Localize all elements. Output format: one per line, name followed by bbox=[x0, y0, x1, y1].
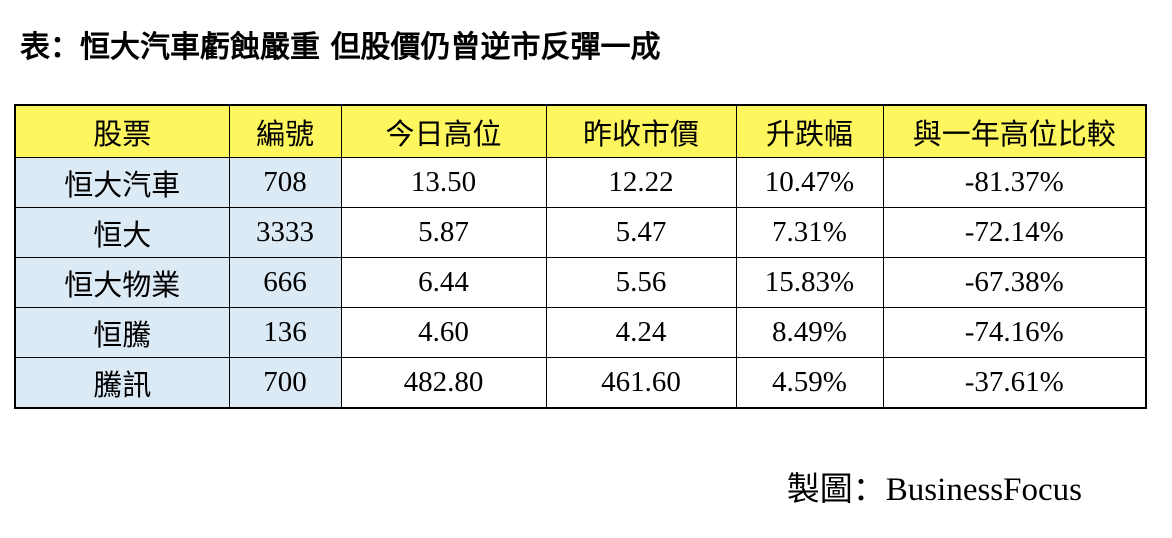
table-cell: 708 bbox=[228, 157, 342, 208]
table-row: 騰訊 700 482.80 461.60 4.59% -37.61% bbox=[14, 357, 1147, 409]
table-cell: 4.60 bbox=[340, 307, 547, 358]
header-row: 股票 編號 今日高位 昨收市價 升跌幅 與一年高位比較 bbox=[14, 104, 1147, 158]
table-cell: -72.14% bbox=[882, 207, 1147, 258]
table-cell: -74.16% bbox=[882, 307, 1147, 358]
table-cell: 3333 bbox=[228, 207, 342, 258]
table-cell: 4.59% bbox=[735, 357, 884, 409]
column-header: 編號 bbox=[228, 104, 342, 158]
title: 表：恒大汽車虧蝕嚴重 但股價仍曾逆市反彈一成 bbox=[20, 30, 661, 65]
table-cell: -67.38% bbox=[882, 257, 1147, 308]
table-cell: 666 bbox=[228, 257, 342, 308]
table-cell: 5.47 bbox=[545, 207, 737, 258]
table-cell: -81.37% bbox=[882, 157, 1147, 208]
table-cell: -37.61% bbox=[882, 357, 1147, 409]
table-cell: 10.47% bbox=[735, 157, 884, 208]
table-cell: 136 bbox=[228, 307, 342, 358]
table-cell: 8.49% bbox=[735, 307, 884, 358]
column-header: 股票 bbox=[14, 104, 230, 158]
table-cell: 恒大 bbox=[14, 207, 230, 258]
table-row: 恒大物業 666 6.44 5.56 15.83% -67.38% bbox=[14, 257, 1147, 308]
table-cell: 13.50 bbox=[340, 157, 547, 208]
table-cell: 7.31% bbox=[735, 207, 884, 258]
table-cell: 5.87 bbox=[340, 207, 547, 258]
table-cell: 482.80 bbox=[340, 357, 547, 409]
table-cell: 700 bbox=[228, 357, 342, 409]
table-cell: 5.56 bbox=[545, 257, 737, 308]
table-cell: 恒大汽車 bbox=[14, 157, 230, 208]
column-header: 與一年高位比較 bbox=[882, 104, 1147, 158]
table-cell: 恒大物業 bbox=[14, 257, 230, 308]
table-cell: 4.24 bbox=[545, 307, 737, 358]
table-body: 恒大汽車 708 13.50 12.22 10.47% -81.37% 恒大 3333 5.87… bbox=[14, 157, 1147, 409]
credit: 製圖：BusinessFocus bbox=[786, 472, 1082, 508]
table-row: 恒騰 136 4.60 4.24 8.49% -74.16% bbox=[14, 307, 1147, 358]
table-cell: 15.83% bbox=[735, 257, 884, 308]
table-row: 恒大汽車 708 13.50 12.22 10.47% -81.37% bbox=[14, 157, 1147, 208]
table-row: 恒大 3333 5.87 5.47 7.31% -72.14% bbox=[14, 207, 1147, 258]
column-header: 今日高位 bbox=[340, 104, 547, 158]
table-cell: 12.22 bbox=[545, 157, 737, 208]
column-header: 升跌幅 bbox=[735, 104, 884, 158]
table-cell: 騰訊 bbox=[14, 357, 230, 409]
table-cell: 恒騰 bbox=[14, 307, 230, 358]
table-cell: 461.60 bbox=[545, 357, 737, 409]
stock-table: 股票 編號 今日高位 昨收市價 升跌幅 與一年高位比較 恒大汽車 708 13.50 12.22… bbox=[14, 104, 1147, 409]
column-header: 昨收市價 bbox=[545, 104, 737, 158]
table-cell: 6.44 bbox=[340, 257, 547, 308]
